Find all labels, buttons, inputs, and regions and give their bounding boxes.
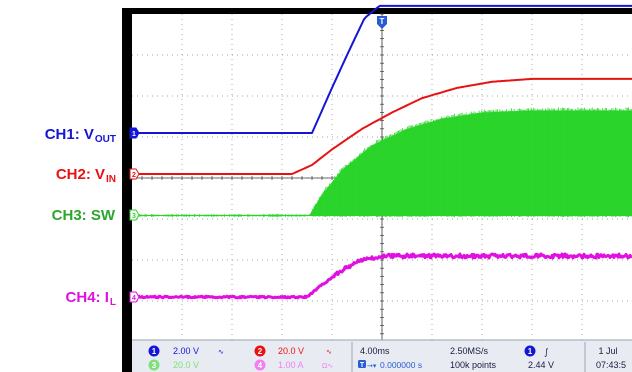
ch4-status-badge[interactable] — [254, 359, 266, 371]
channel-markers: 1 2 3 4 — [129, 127, 140, 303]
ch1-label-subscript: OUT — [94, 134, 116, 145]
ch4-label-base: CH4: I — [65, 289, 109, 306]
ch4-coupling-icon: Ω∿ — [322, 362, 333, 370]
ch4-status-badge-num: 4 — [258, 361, 263, 370]
ch4-label: CH4: IL — [66, 290, 116, 308]
ch2-status-badge[interactable] — [254, 345, 266, 357]
ch4-ground-marker[interactable]: 4 — [129, 291, 140, 303]
status-bar: 1 2.00 V ∿ 2 20.0 V ∿ 3 20.0 V 4 1.00 A … — [132, 339, 632, 372]
time-per-division[interactable]: 4.00ms — [360, 346, 390, 356]
ch2-bandwidth-icon: ∿ — [326, 348, 332, 356]
trigger-marker: T — [377, 16, 387, 29]
trigger-delay-icon-glyph: T — [360, 362, 365, 369]
ch2-ground-marker[interactable]: 2 — [129, 168, 140, 180]
ch4-scale: 1.00 A — [278, 360, 304, 370]
trigger-source-badge[interactable] — [524, 345, 536, 357]
ch3-scale: 20.0 V — [173, 360, 199, 370]
ch4-trace — [131, 252, 632, 300]
ch3-label: CH3: SW — [52, 208, 116, 226]
record-length: 100k points — [450, 360, 497, 370]
trigger-position-label: T — [380, 17, 385, 26]
trigger-delay[interactable]: 0.000000 s — [380, 360, 422, 370]
ch4-ground-marker-num: 4 — [132, 295, 136, 302]
trigger-position-icon[interactable] — [377, 16, 387, 29]
ch1-ground-marker-num: 1 — [132, 131, 136, 138]
trigger-delay-arrow-icon: →▾ — [367, 362, 377, 370]
ch1-bandwidth-icon: ∿ — [218, 348, 224, 356]
ch4-label-subscript: L — [109, 297, 116, 308]
ch2-label-base: CH2: V — [55, 166, 105, 183]
capture-time: 07:43:5 — [596, 360, 626, 370]
trigger-delay-icon — [358, 360, 366, 368]
ch1-scale: 2.00 V — [173, 346, 199, 356]
trigger-level[interactable]: 2.44 V — [528, 360, 554, 370]
ch2-ground-marker-num: 2 — [132, 172, 136, 179]
ch3-ground-marker[interactable]: 3 — [129, 209, 140, 221]
ch1-label-base: CH1: V — [44, 126, 94, 143]
trigger-source-badge-num: 1 — [528, 347, 533, 356]
ch2-label-subscript: IN — [106, 174, 116, 185]
ch2-status-badge-num: 2 — [258, 347, 263, 356]
sample-rate: 2.50MS/s — [450, 346, 489, 356]
ch1-status-badge[interactable] — [148, 345, 160, 357]
ch2-scale: 20.0 V — [278, 346, 304, 356]
ch1-trace — [132, 4, 632, 134]
ch3-label-base: CH3: SW — [51, 207, 115, 224]
waveform-traces — [131, 4, 632, 300]
ch2-label: CH2: VIN — [56, 167, 116, 185]
ch3-status-badge[interactable] — [148, 359, 160, 371]
ch1-label: CH1: VOUT — [45, 127, 116, 145]
ch1-status-badge-num: 1 — [152, 347, 157, 356]
ch1-ground-marker[interactable]: 1 — [129, 127, 140, 139]
ch3-status-badge-num: 3 — [152, 361, 157, 370]
ch3-ground-marker-num: 3 — [132, 213, 136, 220]
ch2-trace — [132, 77, 632, 175]
rising-edge-icon: ∫ — [544, 348, 549, 358]
capture-date: 1 Jul — [598, 346, 617, 356]
